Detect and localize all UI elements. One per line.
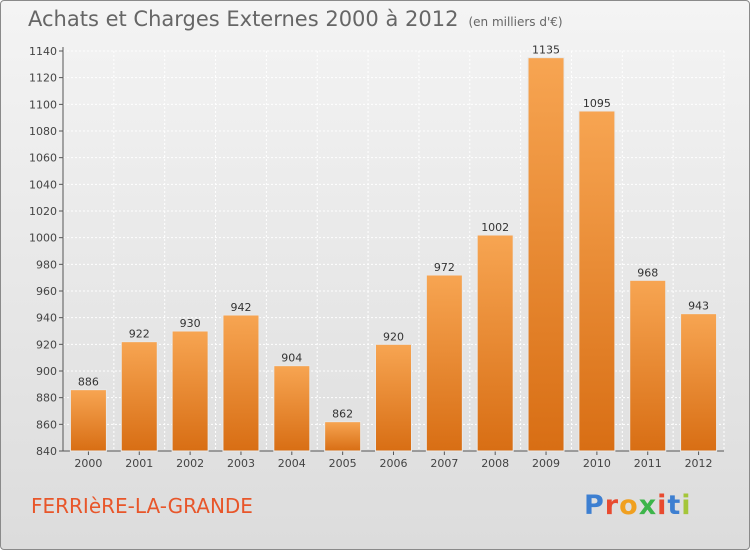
- x-tick-label-2001: 2001: [125, 457, 153, 470]
- logo-letter: P: [584, 490, 605, 521]
- bar-2006[interactable]: [375, 343, 412, 452]
- logo-letter: i: [657, 490, 668, 521]
- value-label-2012: 943: [688, 300, 709, 313]
- bar-2012[interactable]: [680, 313, 718, 452]
- x-tick-label-2002: 2002: [176, 457, 204, 470]
- logo-letter: i: [681, 490, 692, 521]
- y-tick-label: 920: [36, 338, 57, 351]
- bar-2000[interactable]: [69, 389, 107, 452]
- logo-letter: o: [619, 490, 639, 521]
- bars: [69, 57, 718, 452]
- y-tick-label: 1040: [29, 178, 57, 191]
- x-tick-label-2009: 2009: [532, 457, 560, 470]
- x-tick-label-2003: 2003: [227, 457, 255, 470]
- y-tick-label: 940: [36, 312, 57, 325]
- value-label-2006: 920: [383, 330, 404, 343]
- tick-labels: 840 860 880 900 920 940 960 980 1000 1020 1040 1060…: [29, 45, 713, 470]
- value-label-2007: 972: [434, 261, 455, 274]
- value-label-2003: 942: [230, 301, 251, 314]
- bar-2010[interactable]: [578, 110, 616, 452]
- bar-2009[interactable]: [527, 57, 565, 452]
- value-label-2011: 968: [637, 266, 658, 279]
- x-tick-label-2006: 2006: [380, 457, 408, 470]
- x-tick-label-2012: 2012: [685, 457, 713, 470]
- logo-letter: x: [638, 490, 658, 521]
- bar-2007[interactable]: [425, 274, 463, 452]
- logo-letter: t: [667, 490, 682, 521]
- value-label-2004: 904: [281, 352, 302, 365]
- y-tick-label: 1060: [29, 152, 57, 165]
- x-tick-label-2010: 2010: [583, 457, 611, 470]
- y-tick-label: 980: [36, 258, 57, 271]
- y-tick-label: 1020: [29, 205, 57, 218]
- chart-subtitle: (en milliers d'€): [468, 15, 563, 29]
- bar-2003[interactable]: [222, 314, 260, 452]
- bar-2005[interactable]: [324, 421, 362, 452]
- x-tick-label-2004: 2004: [278, 457, 306, 470]
- y-tick-label: 1100: [29, 98, 57, 111]
- y-tick-label: 840: [36, 445, 57, 458]
- logo-letter: r: [604, 490, 620, 521]
- value-label-2005: 862: [332, 408, 353, 421]
- x-tick-label-2000: 2000: [74, 457, 102, 470]
- bar-2008[interactable]: [476, 234, 514, 452]
- y-tick-label: 1140: [29, 45, 57, 58]
- y-tick-label: 880: [36, 392, 57, 405]
- value-label-2010: 1095: [583, 97, 611, 110]
- value-labels: 886 922 930 942 904 862 920 972 1002 1135 1095 968 9…: [78, 44, 709, 421]
- chart-title-text: Achats et Charges Externes 2000 à 2012: [28, 7, 459, 31]
- bar-2011[interactable]: [629, 279, 667, 452]
- y-tick-label: 1120: [29, 72, 57, 85]
- x-tick-label-2005: 2005: [329, 457, 357, 470]
- value-label-2000: 886: [78, 376, 99, 389]
- x-tick-label-2011: 2011: [634, 457, 662, 470]
- bar-2001[interactable]: [120, 341, 158, 452]
- bar-2004[interactable]: [273, 365, 311, 452]
- y-tick-label: 1000: [29, 232, 57, 245]
- y-tick-label: 1080: [29, 125, 57, 138]
- y-tick-label: 900: [36, 365, 57, 378]
- x-tick-label-2008: 2008: [481, 457, 509, 470]
- value-label-2009: 1135: [532, 44, 560, 57]
- commune-name: FERRIèRE-LA-GRANDE: [31, 494, 253, 518]
- y-tick-label: 960: [36, 285, 57, 298]
- value-label-2008: 1002: [481, 221, 509, 234]
- proxiti-logo[interactable]: Proxiti: [584, 490, 692, 521]
- value-label-2002: 930: [180, 317, 201, 330]
- bar-2002[interactable]: [171, 330, 209, 452]
- x-tick-label-2007: 2007: [430, 457, 458, 470]
- value-label-2001: 922: [129, 328, 150, 341]
- chart-title: Achats et Charges Externes 2000 à 2012 (e…: [28, 7, 563, 31]
- y-tick-label: 860: [36, 418, 57, 431]
